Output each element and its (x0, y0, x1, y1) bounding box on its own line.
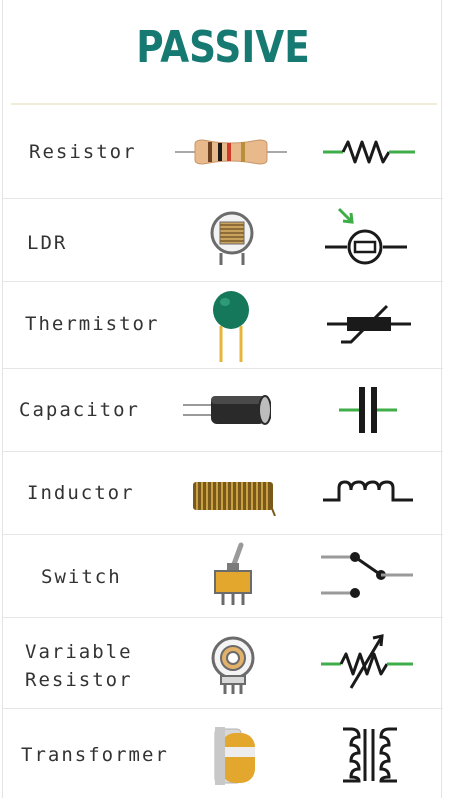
row-variable-resistor: Variable Resistor (3, 618, 443, 709)
capacitor-component-icon (183, 393, 271, 427)
capacitor-symbol-icon (339, 383, 399, 437)
resistor-symbol-icon (323, 138, 415, 166)
row-switch: Switch (3, 535, 443, 618)
label-capacitor: Capacitor (19, 399, 140, 421)
transformer-symbol-icon (341, 725, 399, 785)
thermistor-component-icon (211, 288, 251, 364)
switch-symbol-icon (321, 549, 415, 601)
label-ldr: LDR (27, 232, 68, 254)
ldr-component-icon (207, 211, 257, 265)
row-thermistor: Thermistor (3, 282, 443, 369)
label-variable-resistor-line2: Resistor (25, 669, 133, 691)
inductor-component-icon (191, 476, 277, 516)
row-transformer: Transformer (3, 709, 443, 798)
row-inductor: Inductor (3, 452, 443, 535)
row-resistor: Resistor (3, 106, 443, 199)
label-switch: Switch (41, 566, 122, 588)
variable-resistor-symbol-icon (321, 634, 413, 692)
label-thermistor: Thermistor (25, 313, 160, 335)
switch-component-icon (209, 541, 257, 607)
thermistor-symbol-icon (327, 302, 411, 346)
potentiometer-component-icon (209, 632, 257, 696)
label-transformer: Transformer (21, 744, 169, 766)
resistor-component-icon (175, 136, 287, 168)
label-variable-resistor-line1: Variable (25, 641, 133, 663)
inductor-symbol-icon (323, 480, 413, 504)
row-capacitor: Capacitor (3, 369, 443, 452)
row-ldr: LDR (3, 199, 443, 282)
page-title: PASSIVE (136, 22, 310, 73)
ldr-symbol-icon (325, 207, 409, 265)
transformer-component-icon (213, 723, 259, 789)
title-divider (11, 103, 437, 105)
label-resistor: Resistor (29, 141, 137, 163)
label-inductor: Inductor (27, 482, 135, 504)
